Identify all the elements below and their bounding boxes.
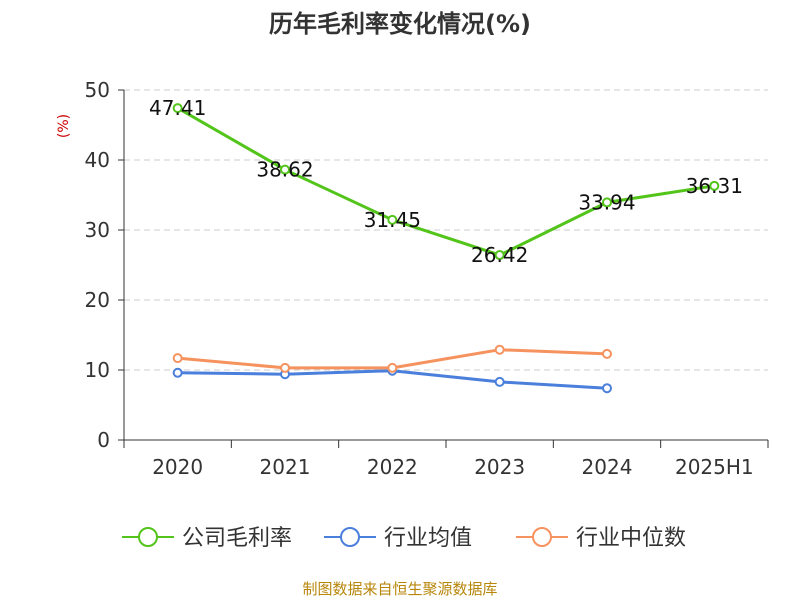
data-point (494, 250, 505, 261)
x-tick-label: 2024 (582, 455, 633, 479)
data-point (709, 180, 720, 191)
data-label: 38.62 (256, 158, 313, 182)
legend-label: 行业中位数 (576, 526, 686, 551)
data-label: 26.42 (471, 243, 528, 267)
data-point (602, 348, 612, 359)
axes: 0 10 20 30 40 50 2020 2021 2022 2023 2024 2025H1 (85, 78, 769, 479)
data-labels: 47.41 38.62 31.45 26.42 33.94 36.31 (149, 96, 743, 267)
legend-marker (340, 527, 360, 547)
y-axis-label: (%) (56, 114, 72, 138)
data-point (387, 362, 398, 373)
data-point (602, 197, 612, 208)
data-point (602, 383, 612, 394)
footer-source: 制图数据来自恒生聚源数据库 (302, 580, 497, 598)
data-point (280, 362, 290, 373)
data-point (494, 344, 505, 355)
x-tick-label: 2023 (474, 455, 525, 479)
data-point (172, 103, 183, 114)
chart-title: 历年毛利率变化情况(%) (269, 10, 531, 38)
series-line (176, 106, 715, 257)
data-label: 33.94 (578, 190, 635, 214)
data-label: 47.41 (149, 96, 206, 120)
data-label: 36.31 (686, 174, 743, 198)
y-tick-label: 0 (97, 428, 110, 452)
grid (124, 89, 768, 371)
y-tick-label: 50 (85, 78, 110, 102)
legend-label: 行业均值 (384, 526, 472, 551)
y-tick-label: 10 (85, 358, 110, 382)
y-tick-label: 20 (85, 288, 110, 312)
legend-marker (532, 527, 552, 547)
x-tick-label: 2020 (152, 455, 203, 479)
y-tick-label: 40 (85, 148, 110, 172)
data-point (280, 164, 290, 175)
data-point (387, 214, 398, 225)
x-tick-label: 2021 (260, 455, 311, 479)
legend: 公司毛利率 行业均值 行业中位数 (122, 526, 686, 551)
data-point (172, 353, 183, 364)
data-label: 31.45 (364, 208, 421, 232)
legend-label: 公司毛利率 (182, 526, 292, 551)
data-point (494, 376, 505, 387)
legend-marker (138, 527, 158, 547)
series-layer (172, 103, 720, 394)
data-point (172, 367, 183, 378)
y-tick-label: 30 (85, 218, 110, 242)
x-tick-label: 2025H1 (675, 455, 754, 479)
x-tick-label: 2022 (367, 455, 418, 479)
